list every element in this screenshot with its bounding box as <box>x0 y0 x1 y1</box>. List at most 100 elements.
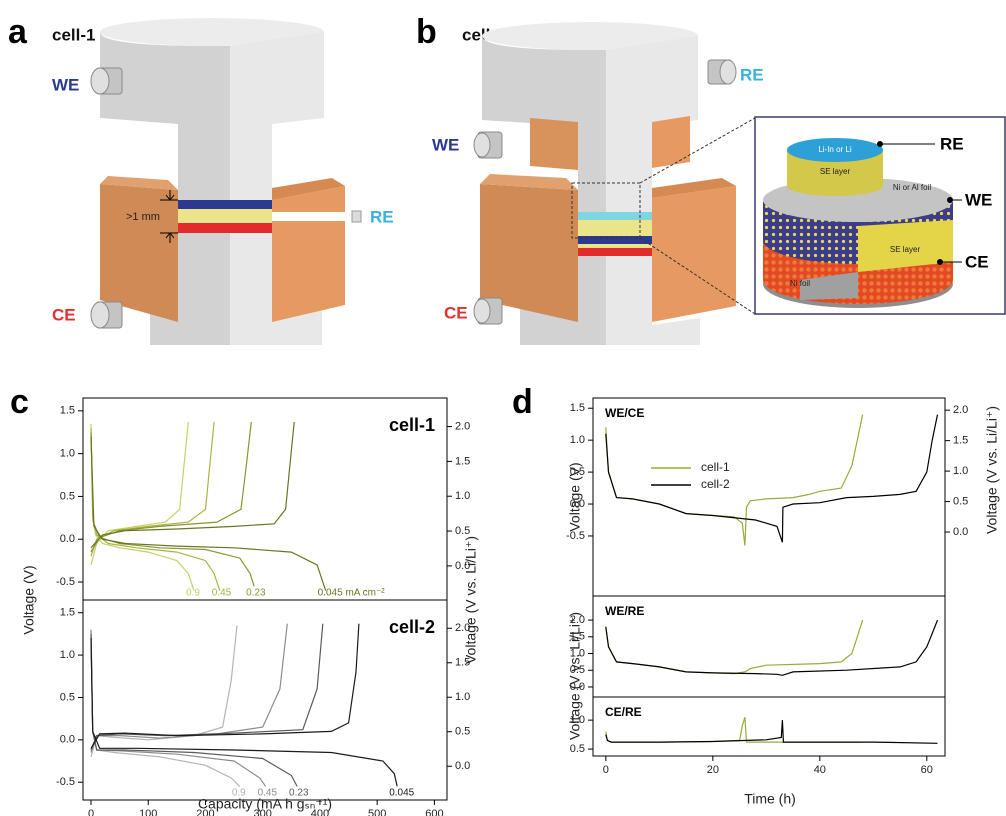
page: a cell-1 >1 mm WE RE CE b cell-2 <box>0 0 1006 816</box>
subplot-title: CE/RE <box>605 705 642 719</box>
y2-axis-label: Voltage (V vs. Li/Li⁺) <box>463 536 479 664</box>
y-tick-label: 1.0 <box>60 448 75 460</box>
y-tick-label: -0.5 <box>56 776 75 788</box>
y-tick-label: -0.5 <box>56 576 75 588</box>
y2-tick-label: 1.0 <box>455 490 470 502</box>
y-tick-label: 1.5 <box>60 405 75 417</box>
we-label: WE <box>52 75 79 94</box>
y2-tick-label: 2.0 <box>455 420 470 432</box>
se-layer <box>578 244 652 248</box>
inset-text: SE layer <box>820 167 851 176</box>
subplot-title: cell-2 <box>389 617 435 637</box>
x-tick-label: 100 <box>139 808 157 816</box>
data-line <box>606 620 938 675</box>
panel-b: b cell-2 RE WE CE Li-In or Li <box>416 13 1005 345</box>
data-line <box>91 624 323 787</box>
x-axis-label: Capacity (mA h gₛₙ⁻¹) <box>198 796 332 812</box>
x-tick-label: 20 <box>707 764 719 776</box>
se-layer <box>578 220 652 236</box>
inset-text: Li-In or Li <box>818 145 852 154</box>
data-line <box>91 422 254 586</box>
sleeve-right <box>652 186 736 322</box>
x-tick-label: 60 <box>921 764 933 776</box>
x-tick-label: 600 <box>425 808 443 816</box>
ce-label: CE <box>52 305 76 324</box>
upper-body-face <box>230 32 324 205</box>
y2-tick-label: 2.0 <box>953 404 968 416</box>
y2-tick-label: 1.5 <box>953 435 968 447</box>
collar-right <box>652 116 690 168</box>
se-layer <box>178 209 272 223</box>
sleeve-right <box>272 186 345 322</box>
x-tick-label: 500 <box>368 808 386 816</box>
y-tick-label: 1.0 <box>60 649 75 661</box>
y-axis-label: Voltage (V) <box>567 462 583 531</box>
gap-label: >1 mm <box>126 211 160 223</box>
panel-a: a cell-1 >1 mm WE RE CE <box>8 13 394 345</box>
bolt <box>91 68 122 94</box>
data-line <box>606 415 863 546</box>
curve-label: 0.23 <box>246 588 266 599</box>
y2-tick-label: 2.0 <box>455 622 470 634</box>
x-tick-label: 0 <box>603 764 609 776</box>
x-tick-label: 0 <box>88 808 94 816</box>
legend-label: cell-2 <box>701 477 730 491</box>
we-layer <box>178 200 272 209</box>
re-layer <box>578 212 652 220</box>
bolt <box>474 132 502 158</box>
y2-tick-label: 0.0 <box>455 760 470 772</box>
re-pin <box>352 211 361 222</box>
data-line <box>606 415 938 543</box>
re-channel <box>272 212 352 221</box>
y2-tick-label: 1.0 <box>953 465 968 477</box>
y-tick-label: 0.5 <box>570 743 585 755</box>
y2-axis-label: Voltage (V vs. Li/Li⁺) <box>984 406 1000 534</box>
x-axis-label: Time (h) <box>744 791 796 807</box>
inset-text: Ni or Al foil <box>893 183 931 192</box>
subplot-title: WE/CE <box>605 406 644 420</box>
x-tick-label: 40 <box>814 764 826 776</box>
curve-label: 0.045 <box>389 788 414 799</box>
figure: a cell-1 >1 mm WE RE CE b cell-2 <box>0 0 1006 816</box>
y2-tick-label: 1.0 <box>455 691 470 703</box>
inset-re: RE <box>940 134 964 153</box>
data-line <box>606 717 863 742</box>
we-layer <box>578 236 652 244</box>
y-tick-label: 1.0 <box>570 434 585 446</box>
bolt <box>708 60 736 84</box>
data-line <box>91 624 397 787</box>
inset-text: Ni foil <box>790 279 810 288</box>
panel-label: c <box>10 383 29 421</box>
we-label: WE <box>432 135 459 154</box>
y-tick-label: 1.5 <box>60 607 75 619</box>
bolt <box>474 298 502 324</box>
y-tick-label: 0.0 <box>60 734 75 746</box>
y-tick-label: 1.5 <box>570 402 585 414</box>
re-label: RE <box>740 65 764 84</box>
sleeve-left <box>100 184 178 322</box>
inset-we: WE <box>965 190 992 209</box>
panel-label: a <box>8 13 28 51</box>
curve-label: 0.045 mA cm⁻² <box>318 588 386 599</box>
y2-tick-label: 1.5 <box>455 455 470 467</box>
y2-tick-label: 0.5 <box>455 525 470 537</box>
plot-frame <box>593 398 945 596</box>
data-line <box>91 422 194 591</box>
cell-title: cell-1 <box>52 25 95 44</box>
collar-left <box>530 118 578 170</box>
y2-tick-label: 0.5 <box>953 495 968 507</box>
y-axis-label: Voltage (V) <box>21 565 37 634</box>
y-tick-label: 0.0 <box>60 533 75 545</box>
y-tick-label: 0.5 <box>60 691 75 703</box>
plot-frame <box>593 596 945 697</box>
data-line <box>606 720 938 743</box>
legend-label: cell-1 <box>701 460 730 474</box>
panel-label: d <box>512 383 533 421</box>
data-line <box>91 422 220 591</box>
inset-ce: CE <box>965 252 989 271</box>
subplot-title: cell-1 <box>389 415 435 435</box>
data-line <box>91 625 240 786</box>
y2-tick-label: 0.0 <box>953 526 968 538</box>
y2-tick-label: 1.5 <box>455 657 470 669</box>
y-tick-label: 0.5 <box>60 490 75 502</box>
